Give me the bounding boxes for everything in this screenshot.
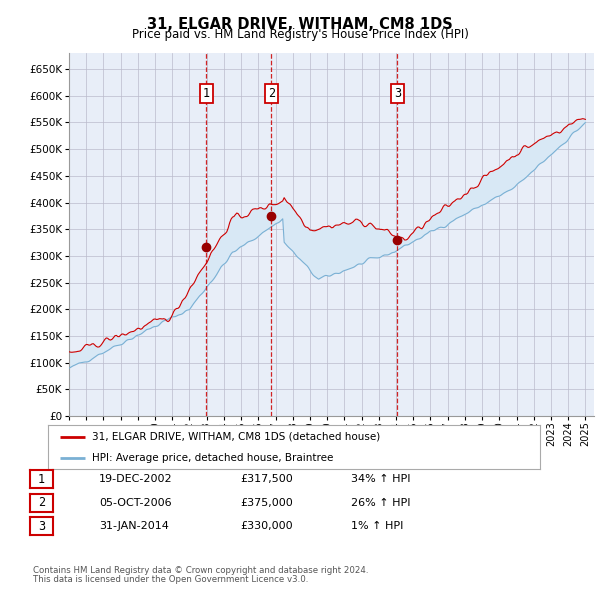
Text: Contains HM Land Registry data © Crown copyright and database right 2024.: Contains HM Land Registry data © Crown c… (33, 566, 368, 575)
Text: 1% ↑ HPI: 1% ↑ HPI (351, 522, 403, 531)
Text: 34% ↑ HPI: 34% ↑ HPI (351, 474, 410, 484)
Text: 19-DEC-2002: 19-DEC-2002 (99, 474, 173, 484)
Text: HPI: Average price, detached house, Braintree: HPI: Average price, detached house, Brai… (92, 453, 334, 463)
Text: 2: 2 (268, 87, 275, 100)
Text: Price paid vs. HM Land Registry's House Price Index (HPI): Price paid vs. HM Land Registry's House … (131, 28, 469, 41)
Text: 1: 1 (203, 87, 210, 100)
Text: 1: 1 (38, 473, 45, 486)
Text: £375,000: £375,000 (240, 498, 293, 507)
Text: This data is licensed under the Open Government Licence v3.0.: This data is licensed under the Open Gov… (33, 575, 308, 584)
Text: 31, ELGAR DRIVE, WITHAM, CM8 1DS: 31, ELGAR DRIVE, WITHAM, CM8 1DS (147, 17, 453, 31)
Text: £317,500: £317,500 (240, 474, 293, 484)
Text: 31, ELGAR DRIVE, WITHAM, CM8 1DS (detached house): 31, ELGAR DRIVE, WITHAM, CM8 1DS (detach… (92, 432, 380, 442)
Text: 31-JAN-2014: 31-JAN-2014 (99, 522, 169, 531)
Text: 3: 3 (394, 87, 401, 100)
Text: 05-OCT-2006: 05-OCT-2006 (99, 498, 172, 507)
Text: £330,000: £330,000 (240, 522, 293, 531)
Text: 26% ↑ HPI: 26% ↑ HPI (351, 498, 410, 507)
Text: 3: 3 (38, 520, 45, 533)
Text: 2: 2 (38, 496, 45, 509)
